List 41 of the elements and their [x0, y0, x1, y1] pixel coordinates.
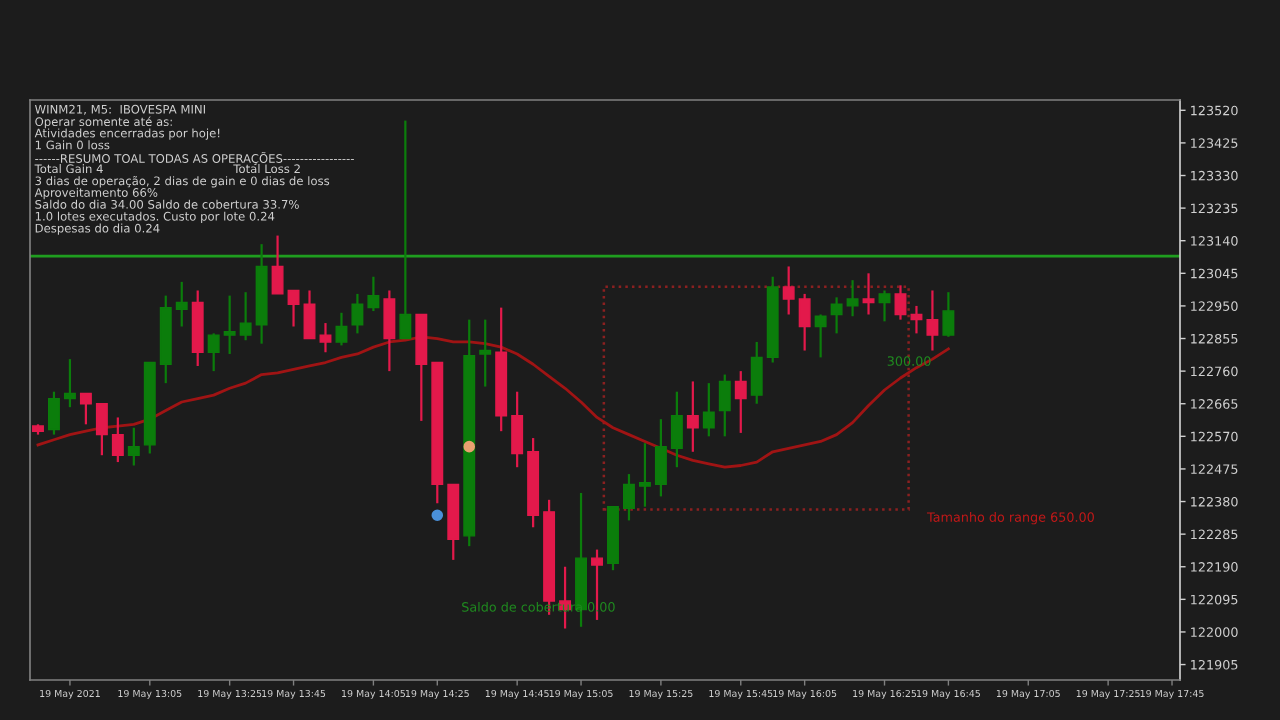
candlestick [383, 289, 396, 373]
candlestick [287, 289, 300, 328]
candlestick [638, 442, 651, 508]
candlestick [303, 289, 316, 340]
candlestick [894, 284, 907, 321]
candlestick [846, 279, 859, 318]
candlestick [223, 294, 236, 356]
candlestick [511, 390, 524, 469]
candlestick [798, 292, 811, 352]
candlestick [351, 292, 364, 335]
candlestick [830, 296, 843, 335]
candlestick [782, 265, 795, 316]
candlestick [47, 390, 60, 436]
candlestick [271, 234, 284, 296]
candlestick [239, 291, 252, 342]
candlestick [814, 313, 827, 359]
candlestick [111, 416, 124, 464]
candlestick [207, 332, 220, 373]
candlestick [127, 426, 140, 467]
candlestick [718, 373, 731, 438]
candlestick [399, 119, 412, 340]
candlestick [862, 272, 875, 316]
candlestick [910, 304, 923, 335]
candlestick [63, 358, 76, 409]
candlestick [95, 402, 108, 457]
candlestick [878, 289, 891, 323]
candlestick [335, 311, 348, 347]
candlestick [750, 340, 763, 405]
candlestick [734, 370, 747, 435]
candlestick [654, 418, 667, 498]
candlestick [926, 289, 939, 352]
candlestick [319, 321, 332, 354]
candlestick [702, 382, 715, 438]
candlestick [622, 472, 635, 522]
candlestick [479, 318, 492, 388]
candlestick [670, 390, 683, 469]
candlestick [686, 380, 699, 453]
candlestick [79, 392, 92, 426]
candlestick [942, 291, 955, 338]
candlestick [175, 280, 188, 328]
candlestick [367, 275, 380, 313]
